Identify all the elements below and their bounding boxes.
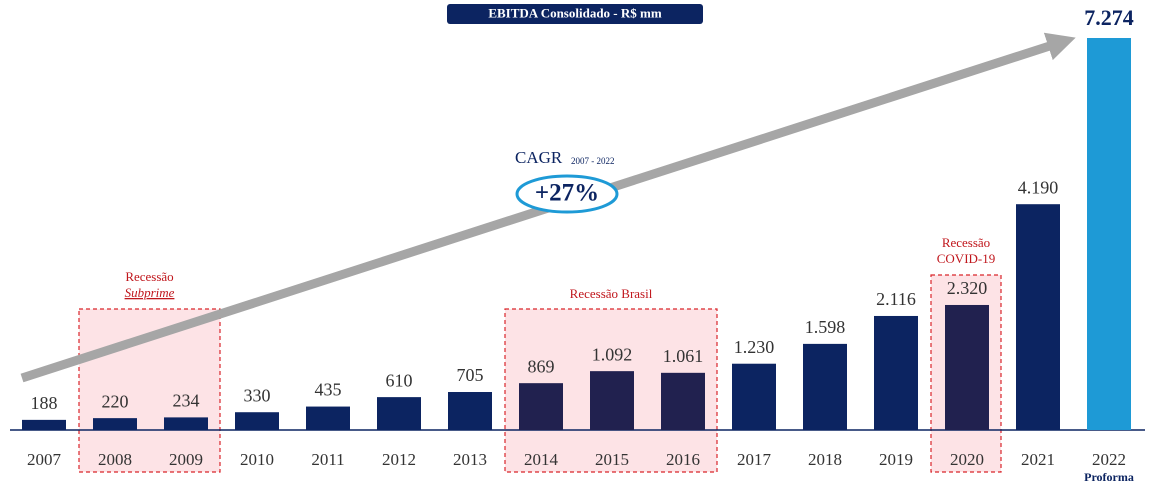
x-tick-label: 2009 [169, 450, 203, 469]
value-label: 2.116 [876, 289, 916, 309]
bar [164, 417, 208, 430]
bar [945, 304, 989, 430]
bar [377, 397, 421, 430]
x-tick-label: 2022 [1092, 450, 1126, 469]
value-label: 7.274 [1084, 5, 1134, 30]
x-tick-label: 2019 [879, 450, 913, 469]
bar [874, 315, 918, 430]
bar [306, 406, 350, 430]
x-tick-label: 2021 [1021, 450, 1055, 469]
highlight-label: Recessão Brasil [570, 286, 653, 301]
value-label: 1.230 [734, 337, 775, 357]
value-label: 330 [244, 385, 271, 405]
x-tick-label: 2016 [666, 450, 700, 469]
bar [22, 419, 66, 430]
bar [661, 372, 705, 430]
value-label: 610 [386, 370, 413, 390]
x-tick-label: 2011 [311, 450, 344, 469]
highlight-label: Subprime [125, 285, 175, 300]
x-tick-label: 2017 [737, 450, 772, 469]
x-tick-label: 2012 [382, 450, 416, 469]
bar [448, 392, 492, 430]
bar [803, 343, 847, 430]
highlight-label: Recessão [125, 269, 173, 284]
value-label: 869 [528, 356, 555, 376]
highlight-label: COVID-19 [937, 251, 996, 266]
bar [1016, 204, 1060, 430]
x-tick-label: 2020 [950, 450, 984, 469]
bar [93, 418, 137, 430]
highlight-label: Recessão [942, 235, 990, 250]
x-tick-label: 2013 [453, 450, 487, 469]
bar [732, 363, 776, 430]
value-label: 234 [173, 391, 200, 411]
value-label: 1.061 [663, 346, 704, 366]
value-label: 4.190 [1018, 177, 1059, 197]
value-label: 2.320 [947, 278, 988, 298]
cagr-value: +27% [535, 180, 599, 207]
bar [519, 383, 563, 430]
x-tick-label: 2015 [595, 450, 629, 469]
value-label: 220 [102, 391, 129, 411]
cagr-label: CAGR [515, 148, 563, 167]
value-label: 1.598 [805, 317, 846, 337]
cagr-ellipse [515, 174, 619, 214]
value-label: 705 [457, 365, 484, 385]
x-tick-label: 2010 [240, 450, 274, 469]
value-label: 188 [31, 393, 58, 413]
value-label: 1.092 [592, 344, 633, 364]
bar [1087, 38, 1131, 430]
chart-title: EBITDA Consolidado - R$ mm [488, 5, 662, 20]
bar [590, 371, 634, 430]
x-tick-label: 2018 [808, 450, 842, 469]
x-tick-label: 2014 [524, 450, 559, 469]
x-tick-sublabel: Proforma [1084, 470, 1134, 484]
x-tick-label: 2008 [98, 450, 132, 469]
bar [235, 412, 279, 430]
x-tick-label: 2007 [27, 450, 62, 469]
title-box [447, 4, 703, 24]
cagr-period: 2007 - 2022 [571, 156, 615, 166]
value-label: 435 [315, 380, 342, 400]
